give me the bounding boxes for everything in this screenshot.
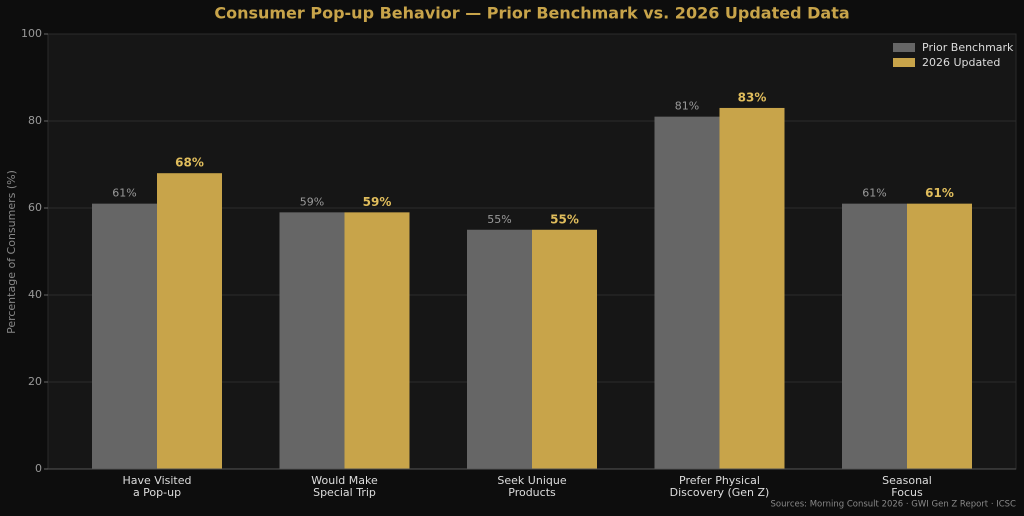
chart-title: Consumer Pop-up Behavior — Prior Benchma… <box>214 4 849 23</box>
x-tick-label-line: Focus <box>891 486 923 499</box>
value-label: 59% <box>363 195 392 209</box>
y-axis-label: Percentage of Consumers (%) <box>5 170 18 334</box>
bar <box>157 173 222 469</box>
x-tick-label-line: Products <box>508 486 556 499</box>
x-tick-label-line: Prefer Physical <box>679 474 760 487</box>
source-note: Sources: Morning Consult 2026 · GWI Gen … <box>771 500 1017 510</box>
bar <box>532 229 597 469</box>
value-label: 81% <box>675 100 699 113</box>
bar <box>344 212 410 469</box>
bar <box>92 203 157 469</box>
y-tick-label: 40 <box>28 288 42 301</box>
y-tick-label: 80 <box>28 114 42 127</box>
x-tick-label: Have Visited a Pop-up <box>123 474 192 499</box>
bar <box>842 203 907 469</box>
value-label: 61% <box>862 187 886 200</box>
x-tick-label-line: Seek Unique <box>497 474 566 487</box>
value-label: 83% <box>738 90 767 104</box>
legend-swatch <box>893 58 915 67</box>
legend-label: 2026 Updated <box>922 56 1000 69</box>
value-label: 61% <box>112 187 136 200</box>
y-tick-label: 60 <box>28 201 42 214</box>
y-tick-label: 100 <box>21 27 42 40</box>
value-label: 55% <box>550 212 579 226</box>
x-tick-label: Seasonal Focus <box>882 474 932 499</box>
x-tick-label-line: Discovery (Gen Z) <box>670 486 770 499</box>
value-label: 68% <box>175 156 204 170</box>
x-tick-label-line: Would Make <box>311 474 378 487</box>
x-tick-label-line: Seasonal <box>882 474 932 487</box>
x-tick-label: Prefer Physical Discovery (Gen Z) <box>670 474 770 499</box>
x-tick-label-line: a Pop-up <box>133 486 181 499</box>
bar <box>654 116 720 470</box>
legend-label: Prior Benchmark <box>922 41 1014 54</box>
bar <box>279 212 345 469</box>
legend-swatch <box>893 43 915 52</box>
value-label: 61% <box>925 186 954 200</box>
bar <box>719 107 785 469</box>
y-tick-label: 0 <box>35 462 42 475</box>
value-label: 59% <box>300 195 324 208</box>
value-label: 55% <box>487 213 511 226</box>
x-tick-label: Would Make Special Trip <box>311 474 378 499</box>
x-tick-label: Seek Unique Products <box>497 474 566 499</box>
bar <box>467 229 532 469</box>
x-tick-label-line: Special Trip <box>313 486 376 499</box>
bar <box>907 203 972 469</box>
x-tick-label-line: Have Visited <box>123 474 192 487</box>
y-tick-label: 20 <box>28 375 42 388</box>
